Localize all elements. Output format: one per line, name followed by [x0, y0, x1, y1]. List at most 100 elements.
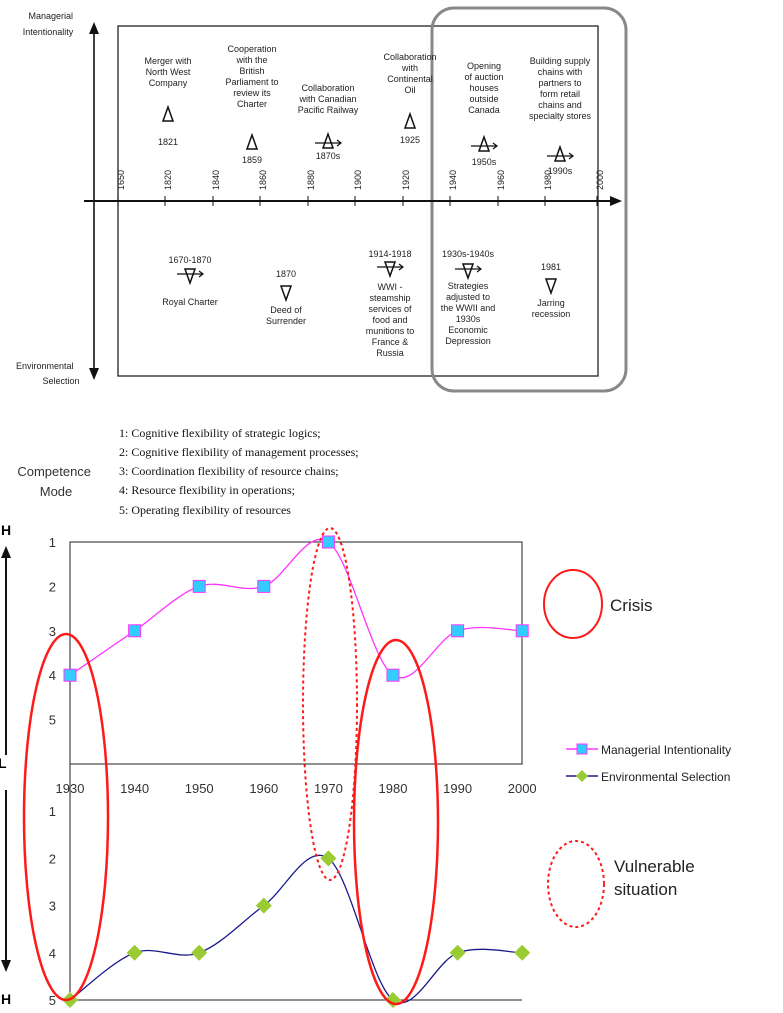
event-above-date: 1950s: [472, 157, 497, 167]
axis-bottom-label: Environmental Selection: [16, 361, 80, 386]
environmental-point: [449, 944, 466, 961]
year-tick-label: 1900: [353, 170, 363, 190]
y-tick-label-bottom: 5: [49, 993, 56, 1008]
y-tick-label-bottom: 2: [49, 851, 56, 866]
arrow-head-icon: [568, 152, 574, 160]
managerial-point: [128, 624, 142, 638]
delta-icon: [321, 131, 335, 149]
environmental-point: [255, 897, 272, 914]
event-below: 1930s-1940s Strategies adjusted to the WWII…: [441, 249, 496, 346]
chart-ticks: 1 1 2 2 3 3 4 4 5 5 1930 1940 1950 1960 1970 1980 1990 20…: [49, 535, 537, 1008]
event-above-label: Cooperation with the British Parliament to r…: [225, 44, 278, 109]
note-2: 2: Cognitive flexibility of management p…: [119, 445, 359, 459]
x-tick-label: 2000: [508, 781, 537, 796]
year-tick-label: 1650: [116, 170, 126, 190]
vulnerable-label: Vulnerable situation: [614, 857, 699, 899]
environmental-point: [191, 944, 208, 961]
event-below-date: 1930s-1940s: [442, 249, 495, 259]
arrow-head-icon: [398, 263, 404, 271]
year-tick-label: 1980: [543, 170, 553, 190]
managerial-point: [386, 668, 400, 682]
line-chart: 1 1 2 2 3 3 4 4 5 5 1930 1940 1950 1960 1970 1980 1990 20…: [49, 535, 537, 1008]
note-5: 5: Operating flexibility of resources: [119, 503, 291, 517]
crisis-ellipse-right: [352, 638, 440, 1006]
managerial-point: [321, 535, 335, 549]
event-below-label: Strategies adjusted to the WWII and 1930s Ec…: [441, 281, 496, 346]
note-1: 1: Cognitive flexibility of strategic lo…: [119, 426, 321, 440]
managerial-point: [257, 579, 271, 593]
y-tick-label-top: 1: [49, 535, 56, 550]
nabla-icon: [544, 278, 558, 296]
events-above: Merger with North West Company 1821 Cooperat…: [144, 44, 591, 176]
year-tick-label: 1940: [448, 170, 458, 190]
year-tick-label: 1820: [163, 170, 173, 190]
axis-top-label: Managerial Intentionality: [23, 11, 76, 37]
events-below: 1670-1870 Royal Charter 1870 Deed of Surrend…: [162, 249, 570, 358]
arrow-head-icon: [476, 265, 482, 273]
event-above: Opening of auction houses outside Canada 1950…: [464, 61, 503, 167]
event-above: Building supply chains with partners to for…: [529, 56, 592, 176]
x-tick-label: 1950: [185, 781, 214, 796]
note-4: 4: Resource flexibility in operations;: [119, 483, 295, 497]
event-above-label: Opening of auction houses outside Canada: [464, 61, 503, 115]
managerial-point: [192, 579, 206, 593]
competence-mode-label: Competence Mode: [17, 464, 94, 499]
event-above-date: 1870s: [316, 151, 341, 161]
year-tick-label: 1880: [306, 170, 316, 190]
legend-environmental-label: Environmental Selection: [601, 770, 730, 784]
nabla-icon: [461, 263, 475, 281]
environmental-point: [514, 944, 531, 961]
event-above-label: Collaboration with Continental Oil: [383, 52, 436, 95]
y-tick-label-bottom: 1: [49, 804, 56, 819]
event-below-date: 1670-1870: [168, 255, 211, 265]
down-arrow-icon: [89, 368, 99, 380]
legend-managerial-label: Managerial Intentionality: [601, 743, 731, 757]
y-tick-label-bottom: 3: [49, 899, 56, 914]
x-tick-label: 1980: [379, 781, 408, 796]
year-tick-label: 1960: [496, 170, 506, 190]
year-ticks: 1650 1820 1840 1860 1880 1900 1920 1940 1960 1980…: [116, 170, 605, 206]
managerial-point: [63, 668, 77, 682]
note-3: 3: Coordination flexibility of resource …: [119, 464, 339, 478]
environmental-point: [320, 850, 337, 867]
event-above: Collaboration with Canadian Pacific Railwa…: [298, 83, 359, 161]
event-above: Collaboration with Continental Oil 1925: [383, 52, 436, 145]
vulnerable-ellipse-center: [302, 527, 358, 881]
chart-legend: Managerial Intentionality Environmental …: [566, 743, 731, 784]
delta-icon: [553, 144, 567, 162]
x-tick-label: 1970: [314, 781, 343, 796]
vulnerable-legend-ellipse: [547, 840, 605, 928]
y-tick-label-top: 2: [49, 579, 56, 594]
x-tick-label: 1940: [120, 781, 149, 796]
arrow-head-icon: [336, 139, 342, 147]
x-tick-label: 1930: [56, 781, 85, 796]
event-above: Merger with North West Company 1821: [144, 56, 191, 147]
arrow-head-icon: [492, 142, 498, 150]
legend-environmental-marker: [576, 770, 588, 782]
legend-managerial-marker: [576, 743, 588, 755]
delta-icon: [161, 104, 175, 122]
scale-down-arrow-icon: [1, 960, 11, 972]
nabla-icon: [183, 268, 197, 286]
right-arrow-icon: [610, 196, 622, 206]
event-below-label: Deed of Surrender: [266, 305, 306, 326]
arrow-head-icon: [198, 270, 204, 278]
nabla-icon: [279, 285, 293, 303]
chart-series: [62, 535, 531, 1008]
scale-up-arrow-icon: [1, 546, 11, 558]
scale-l-mid: L: [0, 755, 7, 771]
y-tick-label-top: 5: [49, 713, 56, 728]
event-below-label: Royal Charter: [162, 297, 218, 307]
scale-h-top: H: [1, 522, 11, 538]
delta-icon: [477, 134, 491, 152]
year-tick-label: 2000: [595, 170, 605, 190]
event-above-date: 1859: [242, 155, 262, 165]
crisis-legend-ellipse: [543, 569, 603, 639]
delta-icon: [403, 111, 417, 129]
timeline-diagram: Managerial Intentionality Environmental …: [16, 6, 628, 393]
series-managerial-line: [69, 538, 523, 679]
event-below-date: 1870: [276, 269, 296, 279]
plot-area-top: [69, 541, 523, 765]
event-below-label: WWI -steamship services of food and munitio…: [366, 282, 415, 358]
